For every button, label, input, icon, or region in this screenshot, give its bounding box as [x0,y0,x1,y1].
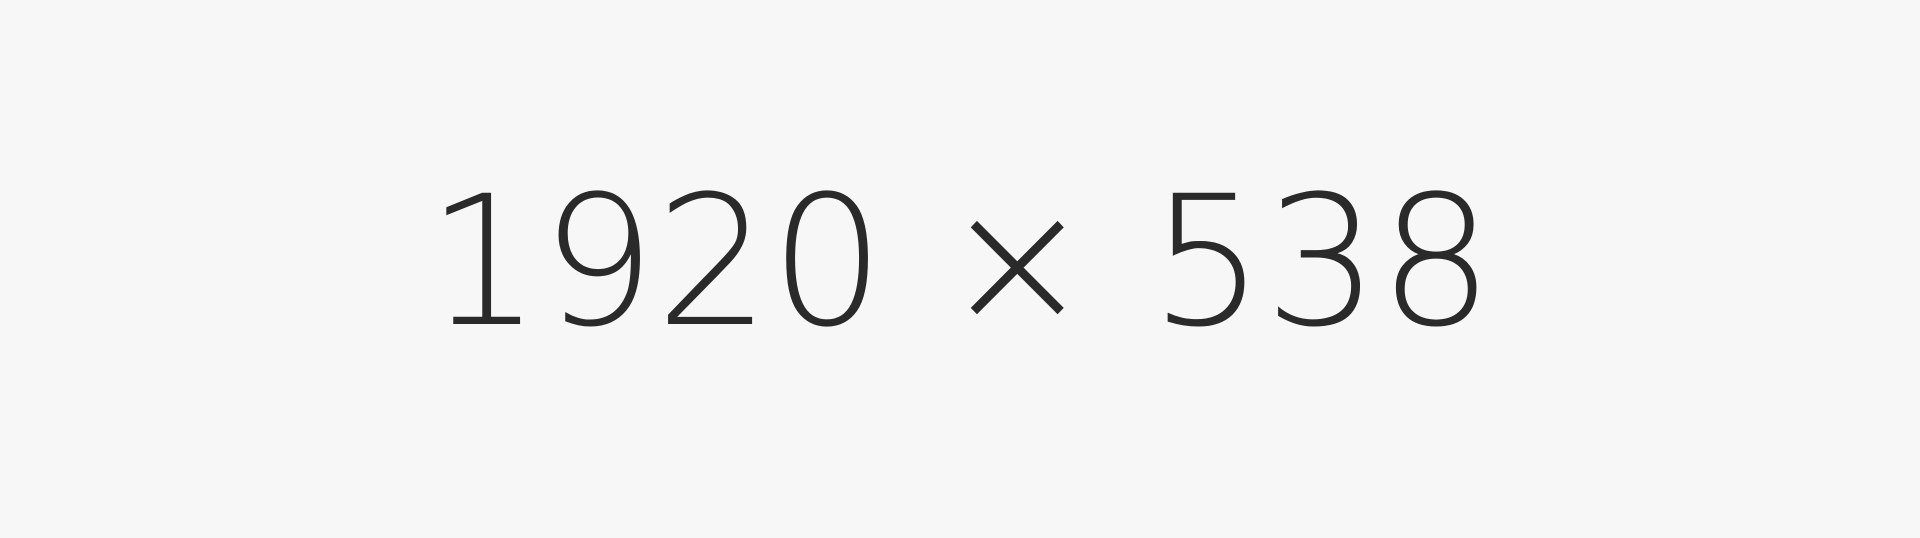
dimension-label: 1920 × 538 [426,158,1494,367]
placeholder-canvas: 1920 × 538 [426,158,1494,367]
